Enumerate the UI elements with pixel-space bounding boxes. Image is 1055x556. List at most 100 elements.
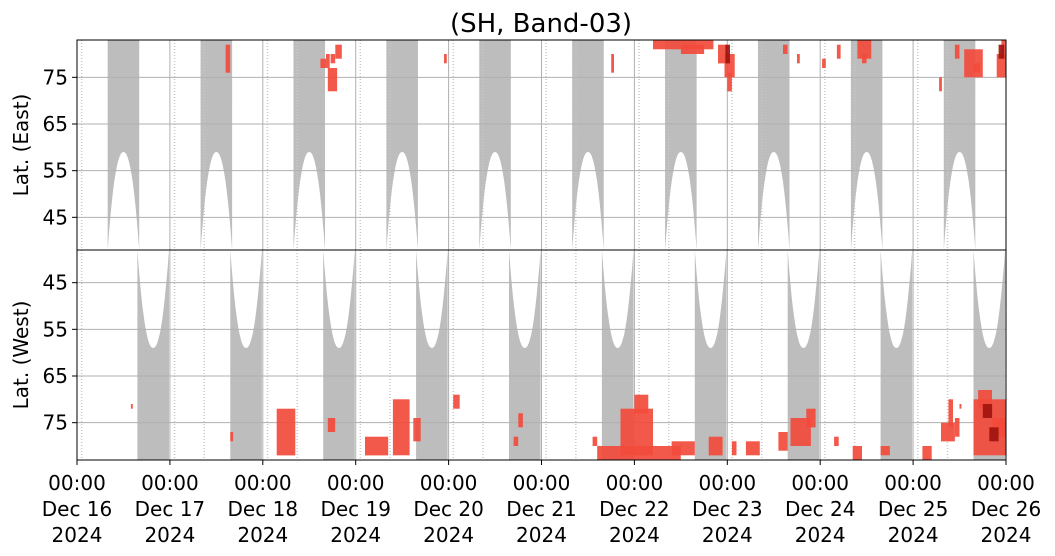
event-east-4 (327, 68, 338, 92)
ytick-label-east-1: 55 (43, 159, 68, 183)
xtick-label-0-line-0: 00:00 (48, 471, 106, 495)
event-east-18 (862, 54, 867, 64)
event-east-2 (330, 54, 336, 64)
event-east-0 (225, 44, 231, 73)
event-west-8 (513, 436, 519, 446)
xtick-label-5-line-2: 2024 (516, 523, 567, 547)
event-west-24 (922, 446, 932, 460)
coverage-west-8 (880, 250, 913, 460)
coverage-east-5 (572, 40, 604, 250)
xtick-label-2-line-2: 2024 (237, 523, 288, 547)
event-west-31 (959, 404, 962, 409)
event-east-6 (444, 54, 447, 64)
coverage-east-2 (293, 40, 326, 250)
event-west-13 (634, 394, 649, 414)
coverage-east-8 (850, 40, 883, 250)
xtick-label-1-line-0: 00:00 (141, 471, 199, 495)
event-east-16 (836, 44, 841, 59)
xtick-label-0-line-1: Dec 16 (42, 497, 113, 521)
xtick-label-4: 00:00 Dec 20 2024 (413, 471, 484, 547)
ytick-label-east-2: 65 (43, 112, 68, 136)
event-west-2 (276, 408, 296, 456)
ytick-label-west-2: 55 (43, 317, 68, 341)
event-west-strong-0 (982, 404, 993, 418)
xtick-label-7: 00:00 Dec 23 2024 (692, 471, 763, 547)
xtick-label-8: 00:00 Dec 24 2024 (785, 471, 856, 547)
xtick-label-6-line-2: 2024 (609, 523, 660, 547)
event-east-strong-1 (998, 44, 1005, 59)
xtick-label-0-line-2: 2024 (52, 523, 103, 547)
coverage-west-3 (416, 250, 448, 460)
coverage-west-6 (694, 250, 727, 460)
y-axis-label-west: Lat. (West) (9, 301, 33, 410)
event-east-15 (822, 58, 826, 68)
event-east-3 (320, 58, 326, 68)
xtick-label-7-line-1: Dec 23 (692, 497, 763, 521)
xtick-label-9-line-2: 2024 (888, 523, 939, 547)
xtick-label-2-line-0: 00:00 (234, 471, 292, 495)
event-west-0 (130, 404, 133, 409)
coverage-east-3 (386, 40, 418, 250)
y-axis-label-east: Lat. (East) (9, 94, 33, 197)
y-ticks-east: 45 55 65 75 (43, 65, 77, 229)
event-west-7 (453, 394, 460, 409)
event-east-12 (727, 72, 732, 92)
coverage-west-1 (230, 250, 262, 460)
plot-frame-west (76, 249, 1007, 461)
event-east-1 (326, 54, 330, 68)
event-west-strong-1 (989, 427, 999, 442)
xtick-label-8-line-2: 2024 (795, 523, 846, 547)
coverage-east-1 (200, 40, 233, 250)
xtick-label-6: 00:00 Dec 22 2024 (599, 471, 670, 547)
event-east-17 (857, 40, 872, 59)
xtick-label-9-line-1: Dec 25 (878, 497, 949, 521)
event-east-14 (797, 54, 800, 64)
xtick-label-4-line-1: Dec 20 (413, 497, 484, 521)
event-east-20 (954, 44, 960, 59)
xtick-label-3: 00:00 Dec 19 2024 (320, 471, 391, 547)
event-west-4 (365, 436, 389, 456)
xtick-label-0: 00:00 Dec 16 2024 (42, 471, 113, 547)
event-west-16 (731, 441, 737, 456)
event-east-13 (783, 44, 788, 54)
xtick-label-6-line-1: Dec 22 (599, 497, 670, 521)
xtick-label-10: 00:00 Dec 26 2024 (971, 471, 1042, 547)
xtick-label-2: 00:00 Dec 18 2024 (228, 471, 299, 547)
plot-panel-west (77, 250, 1006, 460)
event-west-10 (592, 436, 598, 446)
event-west-26 (954, 418, 960, 437)
event-west-20 (806, 408, 816, 428)
ytick-label-west-1: 65 (43, 364, 68, 388)
event-east-22 (973, 63, 980, 73)
coverage-west-5 (601, 250, 634, 460)
xtick-label-5: 00:00 Dec 21 2024 (506, 471, 577, 547)
xtick-label-4-line-0: 00:00 (420, 471, 478, 495)
xtick-label-5-line-1: Dec 21 (506, 497, 577, 521)
ytick-label-east-3: 75 (43, 65, 68, 89)
xtick-label-10-line-2: 2024 (981, 523, 1032, 547)
coverage-west-2 (323, 250, 355, 460)
coverage-east-4 (479, 40, 511, 250)
event-west-3 (327, 418, 336, 432)
ytick-label-west-3: 45 (43, 271, 68, 295)
event-east-5 (335, 44, 342, 59)
event-west-18 (778, 432, 788, 451)
event-west-19 (790, 418, 811, 446)
event-east-9 (680, 44, 705, 54)
xtick-label-1-line-2: 2024 (144, 523, 195, 547)
xtick-label-8-line-1: Dec 24 (785, 497, 856, 521)
event-east-7 (611, 54, 614, 73)
xtick-label-3-line-0: 00:00 (327, 471, 385, 495)
event-west-25 (941, 422, 955, 442)
xtick-label-8-line-0: 00:00 (791, 471, 849, 495)
coverage-west-0 (137, 250, 169, 460)
xtick-label-10-line-1: Dec 26 (971, 497, 1042, 521)
xtick-label-9-line-0: 00:00 (884, 471, 942, 495)
xtick-label-2-line-1: Dec 18 (228, 497, 299, 521)
coverage-west-4 (508, 250, 541, 460)
event-west-15 (708, 436, 723, 456)
xtick-label-4-line-2: 2024 (423, 523, 474, 547)
event-east-8 (653, 40, 714, 50)
